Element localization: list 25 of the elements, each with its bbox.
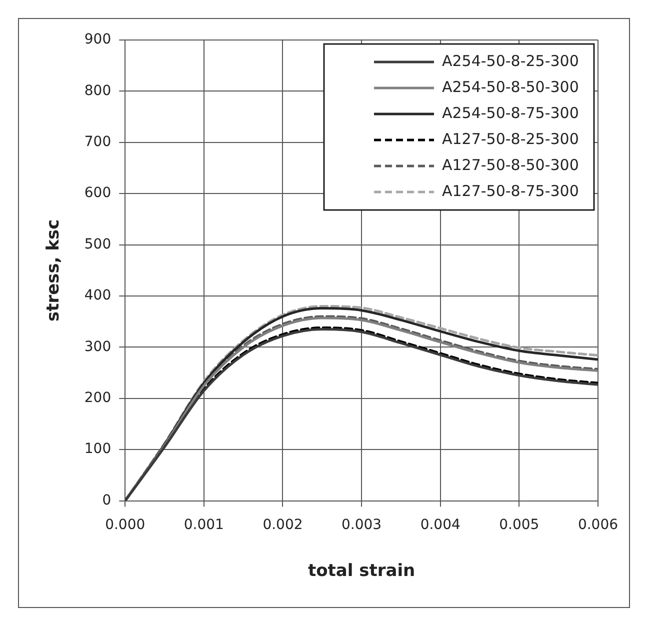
x-tick-label: 0.004	[420, 516, 460, 533]
y-tick-label: 500	[84, 236, 112, 252]
y-axis-title: stress, ksc	[44, 219, 64, 322]
y-tick-label: 600	[84, 185, 112, 202]
x-tick-label: 0.006	[578, 516, 618, 533]
legend-label: A254-50-8-25-300	[442, 52, 579, 70]
y-tick-label: 100	[84, 441, 112, 458]
x-tick-label: 0.005	[499, 516, 540, 533]
legend-label: A127-50-8-75-300	[442, 182, 579, 200]
legend-label: A254-50-8-75-300	[442, 104, 579, 122]
y-tick-label: 700	[84, 134, 112, 150]
x-axis-title: total strain	[308, 561, 416, 582]
y-tick-label: 200	[84, 390, 112, 406]
legend-label: A127-50-8-50-300	[442, 156, 579, 174]
legend-label: A254-50-8-50-300	[442, 78, 579, 96]
x-tick-label: 0.001	[184, 516, 224, 533]
y-tick-label: 300	[84, 338, 112, 355]
y-tick-label: 800	[84, 82, 112, 99]
x-tick-label: 0.003	[342, 516, 382, 533]
x-tick-label: 0.000	[105, 516, 146, 533]
y-tick-label: 900	[84, 32, 112, 48]
y-tick-label: 400	[84, 288, 112, 304]
x-tick-label: 0.002	[262, 516, 303, 533]
legend-label: A127-50-8-25-300	[442, 130, 579, 148]
y-tick-label: 0	[102, 492, 112, 508]
